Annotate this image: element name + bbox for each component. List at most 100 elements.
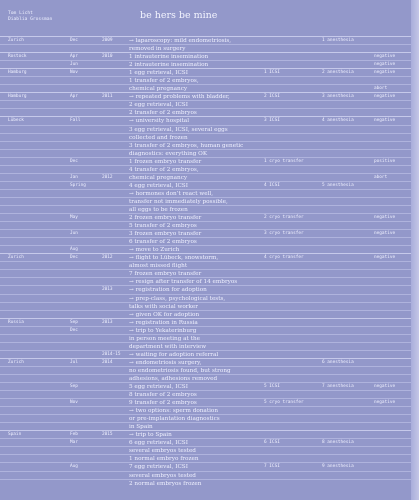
event-cell: chemical pregnancy bbox=[129, 174, 188, 181]
timeline-row: 5 transfer of 2 embryos bbox=[0, 221, 411, 229]
procedure-count-cell: 7 ICSI bbox=[264, 464, 280, 470]
timeline-row: several embryos tested bbox=[0, 470, 411, 479]
timeline-row: Dec 1 frozen embryo transfer 1 cryo transf… bbox=[0, 156, 411, 165]
year-cell: 2012 bbox=[102, 255, 113, 261]
result-cell: negative bbox=[374, 118, 396, 124]
procedure-count-cell: 4 cryo transfer bbox=[264, 255, 304, 261]
anesthesia-count-cell: 7 anesthesia bbox=[322, 384, 354, 390]
month-cell: Apr bbox=[70, 94, 78, 100]
result-cell: positive bbox=[374, 158, 396, 164]
timeline-row: talks with social worker bbox=[0, 301, 411, 310]
timeline-row: Lübeck Fall → university hospital 3 ICSI 4 a… bbox=[0, 116, 411, 124]
event-cell: → waiting for adoption referral bbox=[129, 351, 219, 358]
event-cell: 2 intrauterine insemination bbox=[129, 62, 209, 69]
timeline-row: Mar 6 egg retrieval, ICSI 6 ICSI 8 anesthes… bbox=[0, 438, 411, 446]
month-cell: Jan bbox=[70, 174, 78, 180]
month-cell: Aug bbox=[70, 464, 78, 470]
place-cell: Russia bbox=[8, 319, 24, 325]
procedure-count-cell: 3 ICSI bbox=[264, 118, 280, 124]
timeline-row: 2 egg retrieval, ICSI bbox=[0, 100, 411, 108]
event-cell: several embryos tested bbox=[129, 472, 196, 479]
timeline-row: 1 normal embryo frozen bbox=[0, 454, 411, 462]
event-cell: 2 normal embryos frozen bbox=[129, 480, 202, 487]
event-cell: → university hospital bbox=[129, 118, 190, 125]
event-cell: all eggs to be frozen bbox=[129, 206, 188, 213]
page-title: be hers be mine bbox=[140, 10, 218, 21]
timeline-row: Hamburg Nov 1 egg retrieval, ICSI 1 ICSI 2 a… bbox=[0, 68, 411, 76]
anesthesia-count-cell: 8 anesthesia bbox=[322, 440, 354, 446]
result-cell: negative bbox=[374, 215, 396, 221]
event-cell: → laparoscopy: mild endometriosis, bbox=[129, 38, 232, 44]
month-cell: Apr bbox=[70, 54, 78, 60]
event-cell: 4 transfer of 2 embryos, bbox=[129, 166, 199, 173]
timeline-row: 2 transfer of 2 embryos bbox=[0, 108, 411, 116]
timeline-row: several embryos tested bbox=[0, 446, 411, 454]
event-cell: or pre-implantation diagnostics bbox=[129, 416, 220, 423]
event-cell: 6 transfer of 2 embryos bbox=[129, 239, 197, 246]
timeline-row: all eggs to be frozen bbox=[0, 204, 411, 213]
procedure-count-cell: 2 ICSI bbox=[264, 94, 280, 100]
timeline-row: May 2 frozen embryo transfer 2 cryo transf… bbox=[0, 213, 411, 221]
month-cell: Jun bbox=[70, 62, 78, 68]
event-cell: → registration for adoption bbox=[129, 287, 207, 294]
timeline-row: 3 egg retrieval, ICSI, several eggs bbox=[0, 124, 411, 133]
event-cell: almost missed flight bbox=[129, 263, 188, 270]
timeline-row: diagnostics: everything OK bbox=[0, 148, 411, 157]
event-cell: 1 transfer of 2 embryos, bbox=[129, 78, 199, 85]
event-cell: → trip to Spain bbox=[129, 432, 172, 439]
timeline-row: or pre-implantation diagnostics bbox=[0, 414, 411, 422]
timeline-row: Sep 5 egg retrieval, ICSI 5 ICSI 7 anesthes… bbox=[0, 382, 411, 390]
event-cell: 5 egg retrieval, ICSI bbox=[129, 384, 188, 391]
month-cell: Nov bbox=[70, 400, 78, 406]
event-cell: 1 frozen embryo transfer bbox=[129, 158, 202, 165]
anesthesia-count-cell: 3 anesthesia bbox=[322, 94, 354, 100]
timeline-row: removed in surgery bbox=[0, 44, 411, 52]
event-cell: 6 egg retrieval, ICSI bbox=[129, 440, 188, 447]
timeline-row: Jun 3 frozen embryo transfer 3 cryo transf… bbox=[0, 229, 411, 237]
month-cell: Jun bbox=[70, 231, 78, 237]
event-cell: → prep-class, psychological tests, bbox=[129, 295, 226, 302]
event-cell: → registration in Russia bbox=[129, 319, 198, 326]
month-cell: May bbox=[70, 215, 78, 221]
event-cell: 1 normal embryo frozen bbox=[129, 456, 199, 463]
timeline-row: 2 normal embryos frozen bbox=[0, 478, 411, 487]
year-cell: 2013 bbox=[102, 287, 113, 293]
result-cell: abort bbox=[374, 174, 388, 180]
event-cell: transfer not immediately possible, bbox=[129, 198, 228, 205]
event-cell: → flight to Lübeck, snowstorm, bbox=[129, 255, 219, 262]
year-cell: 2013 bbox=[102, 319, 113, 325]
procedure-count-cell: 3 cryo transfer bbox=[264, 231, 304, 237]
result-cell: negative bbox=[374, 62, 396, 68]
event-cell: 2 egg retrieval, ICSI bbox=[129, 102, 188, 109]
place-cell: Zurich bbox=[8, 38, 24, 43]
timeline-row: Dec → trip to Yekaterinburg bbox=[0, 325, 411, 334]
event-cell: in Spain bbox=[129, 424, 153, 431]
anesthesia-count-cell: 2 anesthesia bbox=[322, 70, 354, 76]
month-cell: Dec bbox=[70, 158, 78, 164]
event-cell: → repeated problems with bladder, bbox=[129, 94, 230, 101]
event-cell: removed in surgery bbox=[129, 46, 186, 53]
event-cell: no endometriosis found, but strong bbox=[129, 367, 231, 374]
procedure-count-cell: 5 cryo transfer bbox=[264, 400, 304, 406]
procedure-count-cell: 5 ICSI bbox=[264, 384, 280, 390]
place-cell: Hamburg bbox=[8, 70, 27, 76]
place-cell: Hamburg bbox=[8, 94, 27, 100]
month-cell: Nov bbox=[70, 70, 78, 76]
place-cell: Rostock bbox=[8, 54, 27, 60]
timeline-row: 2013 → registration for adoption bbox=[0, 285, 411, 293]
month-cell: Aug bbox=[70, 247, 78, 253]
timeline-row: Jun 2 intrauterine insemination negative bbox=[0, 60, 411, 68]
timeline-row: Zurich Dec 2012 → flight to Lübeck, snowsto… bbox=[0, 253, 411, 261]
event-cell: several embryos tested bbox=[129, 448, 196, 455]
event-cell: → resign after transfer of 14 embryos bbox=[129, 279, 238, 286]
event-cell: → endometriosis surgery, bbox=[129, 359, 202, 366]
anesthesia-count-cell: 5 anesthesia bbox=[322, 182, 354, 188]
timeline-row: Spring 4 egg retrieval, ICSI 4 ICSI 5 anest… bbox=[0, 180, 411, 189]
year-cell: 2014-15 bbox=[102, 351, 121, 357]
timeline-row: → given OK for adoption bbox=[0, 309, 411, 318]
author-2: Diablia Grossman bbox=[8, 17, 53, 22]
page-edge bbox=[411, 0, 419, 500]
timeline-row: almost missed flight bbox=[0, 261, 411, 269]
event-cell: 1 egg retrieval, ICSI bbox=[129, 70, 188, 77]
